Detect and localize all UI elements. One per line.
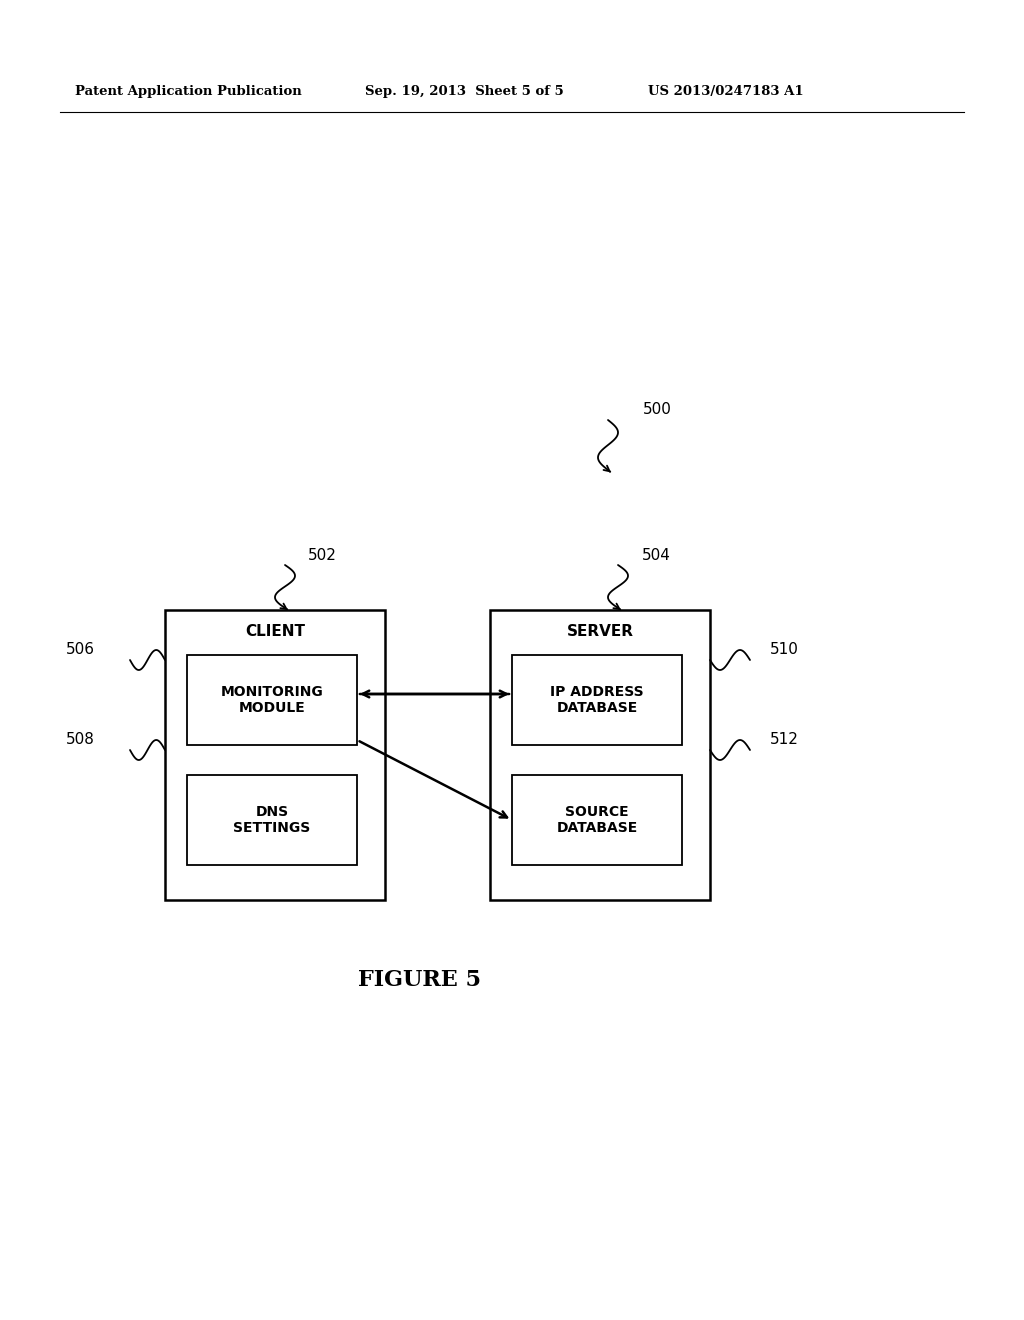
Text: US 2013/0247183 A1: US 2013/0247183 A1 bbox=[648, 86, 804, 99]
Bar bbox=[512, 775, 682, 865]
Text: 504: 504 bbox=[642, 548, 671, 562]
Text: 508: 508 bbox=[67, 733, 95, 747]
Text: SERVER: SERVER bbox=[566, 624, 634, 639]
Text: IP ADDRESS
DATABASE: IP ADDRESS DATABASE bbox=[550, 685, 644, 715]
Text: Sep. 19, 2013  Sheet 5 of 5: Sep. 19, 2013 Sheet 5 of 5 bbox=[365, 86, 564, 99]
Text: 502: 502 bbox=[308, 548, 337, 562]
Bar bbox=[187, 775, 357, 865]
Bar bbox=[165, 610, 385, 900]
Text: 500: 500 bbox=[643, 403, 672, 417]
Text: FIGURE 5: FIGURE 5 bbox=[358, 969, 481, 991]
Text: Patent Application Publication: Patent Application Publication bbox=[75, 86, 302, 99]
Text: DNS
SETTINGS: DNS SETTINGS bbox=[233, 805, 310, 836]
Text: 512: 512 bbox=[770, 733, 799, 747]
Text: CLIENT: CLIENT bbox=[245, 624, 305, 639]
Bar bbox=[512, 655, 682, 744]
Bar bbox=[490, 610, 710, 900]
Text: MONITORING
MODULE: MONITORING MODULE bbox=[220, 685, 324, 715]
Text: SOURCE
DATABASE: SOURCE DATABASE bbox=[556, 805, 638, 836]
Bar bbox=[187, 655, 357, 744]
Text: 506: 506 bbox=[66, 643, 95, 657]
Text: 510: 510 bbox=[770, 643, 799, 657]
